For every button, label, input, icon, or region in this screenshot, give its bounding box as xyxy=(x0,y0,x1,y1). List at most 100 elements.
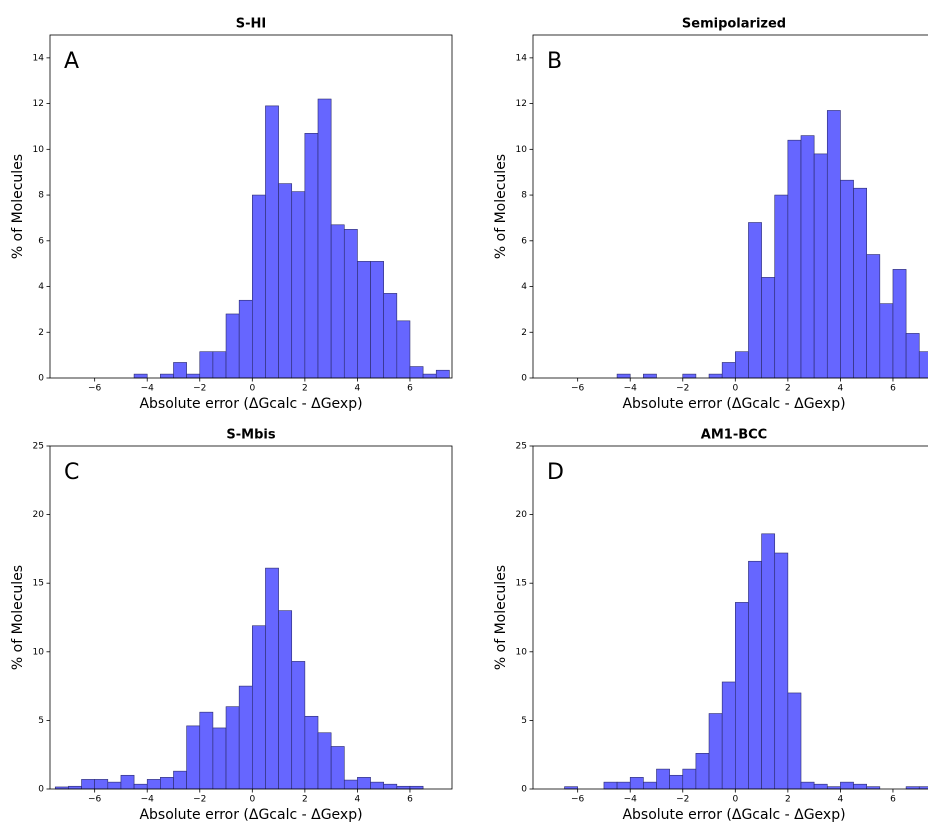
y-axis-label: % of Molecules xyxy=(10,154,26,259)
bar xyxy=(695,753,710,790)
bar xyxy=(616,781,631,790)
chart-title: Semipolarized xyxy=(682,17,786,32)
bar xyxy=(800,135,815,379)
bar xyxy=(748,560,762,790)
bar xyxy=(396,785,411,790)
axes-frame xyxy=(49,445,453,790)
y-tick-label: 5 xyxy=(521,716,527,726)
y-tick-label: 15 xyxy=(516,579,527,589)
bar xyxy=(120,774,135,790)
x-axis-label: Absolute error (ΔGcalc - ΔGexp) xyxy=(139,396,362,412)
x-tick-label: −4 xyxy=(141,795,155,805)
x-axis-label: Absolute error (ΔGcalc - ΔGexp) xyxy=(139,807,362,823)
x-tick-label: −6 xyxy=(571,384,585,394)
panel: −6 −4 −2 0 2 4 6 0 5 10 15 20 25 S-Mbis C Absolute erro… xyxy=(10,428,453,823)
bar xyxy=(252,194,266,379)
bar xyxy=(278,610,293,790)
x-axis-label: Absolute error (ΔGcalc - ΔGexp) xyxy=(622,396,845,412)
bar xyxy=(370,781,384,790)
bar xyxy=(840,781,854,790)
y-tick-label: 0 xyxy=(38,374,44,384)
x-tick-label: 6 xyxy=(407,384,413,394)
y-axis-label: % of Molecules xyxy=(493,565,509,670)
bar xyxy=(265,105,279,379)
bar xyxy=(787,692,802,790)
bar xyxy=(616,373,631,379)
x-tick-label: 0 xyxy=(249,384,255,394)
bar xyxy=(133,373,148,379)
y-tick-label: 2 xyxy=(38,328,44,338)
bar xyxy=(173,770,187,790)
y-tick-label: 20 xyxy=(516,510,528,520)
y-tick-label: 5 xyxy=(38,716,44,726)
bar xyxy=(81,779,95,790)
bar xyxy=(669,774,684,790)
panel: −6 −4 −2 0 2 4 6 0 2 4 6 8 10 12 14 Semipolarized B Absol… xyxy=(493,17,928,412)
bar xyxy=(330,224,345,379)
axes-frame xyxy=(532,34,928,379)
bar xyxy=(409,785,424,790)
bar xyxy=(225,313,240,379)
y-tick-label: 14 xyxy=(516,53,528,63)
x-tick-label: 0 xyxy=(732,795,738,805)
y-tick-label: 8 xyxy=(521,191,527,201)
bar xyxy=(761,277,776,379)
bar xyxy=(252,625,266,790)
y-tick-label: 10 xyxy=(33,647,45,657)
bar xyxy=(343,229,358,379)
x-tick-label: −6 xyxy=(571,795,585,805)
bar xyxy=(603,781,618,790)
x-tick-label: −2 xyxy=(676,795,689,805)
x-tick-label: 4 xyxy=(838,795,844,805)
bar xyxy=(735,602,749,790)
y-tick-label: 10 xyxy=(516,145,528,155)
bar xyxy=(774,194,789,379)
bar xyxy=(330,746,345,790)
x-tick-label: 0 xyxy=(732,384,738,394)
bar xyxy=(199,711,214,790)
panel-letter: B xyxy=(547,49,562,74)
x-tick-label: 4 xyxy=(838,384,844,394)
x-tick-label: −6 xyxy=(88,795,102,805)
y-tick-label: 8 xyxy=(38,191,44,201)
bar xyxy=(629,777,644,790)
y-tick-label: 4 xyxy=(521,282,527,292)
bar xyxy=(186,725,201,790)
x-tick-label: 2 xyxy=(785,795,791,805)
y-tick-label: 14 xyxy=(33,53,45,63)
x-tick-label: 6 xyxy=(890,795,896,805)
x-tick-label: 2 xyxy=(785,384,791,394)
bar xyxy=(186,373,201,379)
bar xyxy=(383,293,398,379)
bar xyxy=(304,715,319,790)
y-tick-label: 2 xyxy=(521,328,527,338)
y-axis-label: % of Molecules xyxy=(493,154,509,259)
panel: −6 −4 −2 0 2 4 6 0 5 10 15 20 25 AM1-BCC D Absolute err… xyxy=(493,428,928,823)
bar xyxy=(682,768,697,790)
bar xyxy=(853,783,867,790)
bar xyxy=(212,351,227,379)
y-tick-label: 12 xyxy=(516,99,527,109)
bar xyxy=(370,261,384,379)
x-tick-label: 2 xyxy=(302,384,308,394)
x-tick-label: 4 xyxy=(355,384,361,394)
y-tick-label: 6 xyxy=(38,236,44,246)
bar xyxy=(160,777,174,790)
x-tick-label: −4 xyxy=(624,384,638,394)
x-tick-label: −6 xyxy=(88,384,102,394)
x-tick-label: 4 xyxy=(355,795,361,805)
bar xyxy=(173,362,187,379)
bar xyxy=(238,685,253,790)
bar xyxy=(435,369,450,379)
x-tick-label: 2 xyxy=(302,795,308,805)
x-tick-label: 6 xyxy=(407,795,413,805)
bar xyxy=(133,783,148,790)
x-axis-label: Absolute error (ΔGcalc - ΔGexp) xyxy=(622,807,845,823)
bar xyxy=(721,362,736,379)
chart-title: AM1-BCC xyxy=(701,428,767,443)
x-tick-label: −4 xyxy=(141,384,155,394)
y-tick-label: 25 xyxy=(516,442,527,452)
y-tick-label: 10 xyxy=(516,647,528,657)
bar xyxy=(813,783,828,790)
